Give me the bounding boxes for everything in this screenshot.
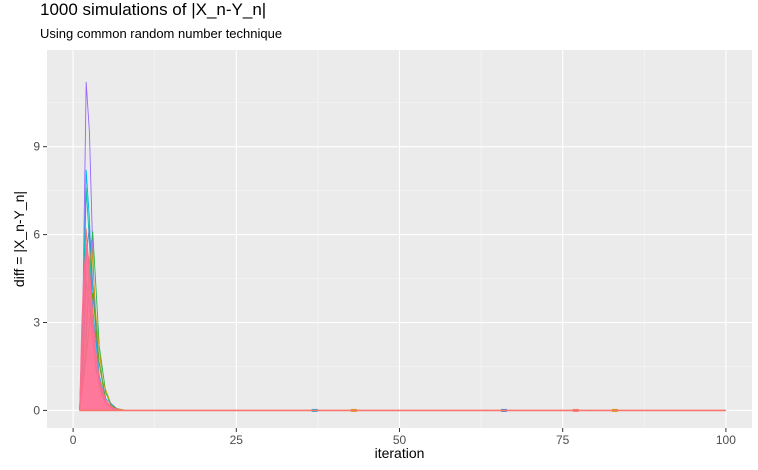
x-tick-label: 75 [556, 433, 570, 447]
x-tick-label: 0 [70, 433, 77, 447]
x-axis-label: iteration [375, 445, 425, 461]
y-tick-label: 3 [33, 316, 40, 330]
y-tick-label: 9 [33, 140, 40, 154]
x-tick-label: 50 [393, 433, 407, 447]
y-tick-label: 0 [33, 403, 40, 417]
y-axis-label: diff = |X_n-Y_n| [11, 191, 27, 287]
data-layer [79, 81, 726, 412]
x-tick-label: 100 [716, 433, 736, 447]
chart-subtitle: Using common random number technique [40, 26, 283, 41]
x-tick-label: 25 [230, 433, 244, 447]
chart-title: 1000 simulations of |X_n-Y_n| [40, 0, 267, 19]
y-tick-label: 6 [33, 228, 40, 242]
axis-ticks: 0 25 50 75 100 0 3 6 9 [33, 140, 736, 447]
